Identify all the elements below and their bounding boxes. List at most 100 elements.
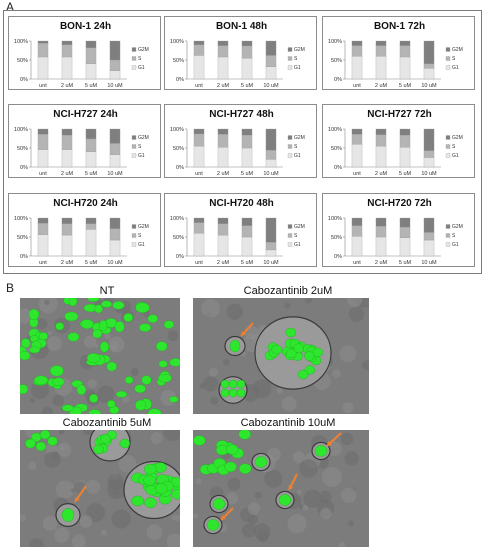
texture: [203, 376, 219, 392]
bar-segment-g2m: [351, 40, 363, 46]
x-tick-label: unt: [39, 171, 47, 177]
nucleus: [68, 298, 78, 307]
chart-4-svg: NCI-H727 24h 0% 50% 100% unt 2 uM 5 uM 10 uM G2M…: [14, 109, 149, 177]
nucleus: [156, 341, 168, 352]
legend-label-g1: G1: [138, 65, 145, 71]
texture: [332, 369, 341, 378]
chart-3-svg: BON-1 72h 0% 50% 100% unt 2 uM 5 uM 10 uM G2M S G1: [328, 21, 463, 89]
nucleus: [135, 302, 150, 313]
bar-segment-s: [37, 134, 49, 150]
y-tick-label: 0%: [20, 254, 28, 260]
bar-segment-g2m: [109, 128, 121, 144]
bar-segment-s: [375, 226, 387, 238]
bar-segment-g1: [423, 239, 435, 257]
nucleus: [304, 351, 315, 361]
panel-a-label: A: [6, 0, 15, 14]
nucleus: [220, 379, 230, 389]
nucleus: [236, 388, 246, 398]
chart-8: NCI-H720 48h 0% 50% 100% unt 2 uM 5 uM 10 uM G2M…: [164, 193, 317, 267]
legend-swatch-s: [131, 56, 137, 61]
legend-swatch-g2m: [287, 224, 293, 229]
bar-segment-g2m: [217, 217, 229, 224]
bar-segment-s: [217, 223, 229, 236]
bar-segment-g1: [265, 66, 277, 80]
nucleus: [98, 320, 108, 332]
y-tick-label: 50%: [17, 58, 28, 64]
texture: [281, 396, 297, 412]
x-tick-label: unt: [353, 171, 361, 177]
nucleus: [100, 434, 111, 444]
bar-segment-s: [351, 134, 363, 145]
y-tick-label: 0%: [20, 165, 28, 171]
x-tick-label: 10 uM: [107, 83, 123, 89]
bar-segment-g2m: [37, 128, 49, 135]
texture: [241, 523, 256, 538]
x-tick-label: 10 uM: [263, 171, 279, 177]
arrow-head: [241, 331, 246, 336]
texture: [55, 480, 75, 499]
bar-segment-s: [85, 223, 97, 230]
legend-swatch-g2m: [445, 47, 451, 52]
micrograph-title-2um: Cabozantinib 2uM: [243, 285, 333, 297]
legend-swatch-g1: [287, 65, 293, 70]
bar-segment-g1: [399, 147, 411, 168]
bar-segment-g1: [375, 145, 387, 168]
texture: [100, 529, 107, 536]
nucleus: [35, 441, 47, 452]
bar-segment-g1: [241, 147, 253, 168]
y-tick-label: 50%: [331, 146, 342, 152]
bar-segment-g1: [241, 57, 253, 80]
texture: [226, 492, 239, 505]
bar-segment-g1: [241, 236, 253, 257]
nucleus: [134, 384, 146, 394]
texture: [209, 367, 219, 377]
x-tick-label: 10 uM: [421, 83, 437, 89]
texture: [320, 507, 332, 520]
legend-swatch-g1: [131, 153, 137, 158]
nucleus: [55, 322, 65, 331]
nucleus: [171, 489, 180, 500]
bar-segment-g2m: [241, 217, 253, 226]
nucleus: [131, 495, 144, 507]
y-tick-label: 0%: [176, 254, 184, 260]
legend-swatch-g2m: [131, 224, 137, 229]
nucleus: [124, 376, 134, 384]
nucleus: [61, 404, 74, 412]
texture: [361, 360, 369, 371]
chart-9: NCI-H720 72h 0% 50% 100% unt 2 uM 5 uM 10 uM G2M…: [322, 193, 475, 267]
legend-swatch-g2m: [287, 135, 293, 140]
texture: [108, 336, 125, 353]
micrograph-5um: [20, 430, 180, 547]
bar-segment-g2m: [193, 128, 205, 135]
legend-label-g1: G1: [138, 153, 145, 159]
bar-segment-s: [193, 133, 205, 147]
bar-segment-g2m: [85, 40, 97, 48]
y-tick-label: 100%: [14, 39, 28, 45]
bar-segment-g1: [37, 234, 49, 257]
nucleus: [226, 444, 239, 455]
texture: [253, 523, 271, 540]
chart-1-svg: BON-1 24h 0% 50% 100% unt 2 uM 5 uM 10 uM G2M S G1: [14, 21, 149, 89]
nucleus: [114, 321, 125, 333]
chart-5: NCI-H727 48h 0% 50% 100% unt 2 uM 5 uM 10 uM G2M…: [164, 104, 317, 178]
nucleus: [238, 430, 251, 440]
nucleus: [278, 494, 292, 506]
nucleus: [238, 463, 252, 474]
chart-8-svg: NCI-H720 48h 0% 50% 100% unt 2 uM 5 uM 10 uM G2M…: [170, 198, 305, 266]
chart-7-svg: NCI-H720 24h 0% 50% 100% unt 2 uM 5 uM 10 uM G2M…: [14, 198, 149, 266]
bar-segment-g2m: [61, 217, 73, 224]
chart-4: NCI-H727 24h 0% 50% 100% unt 2 uM 5 uM 10 uM G2M…: [8, 104, 161, 178]
texture: [38, 298, 58, 314]
y-tick-label: 0%: [334, 165, 342, 171]
legend-label-s: S: [138, 144, 142, 150]
nucleus: [87, 298, 100, 302]
bar-segment-s: [85, 138, 97, 152]
nucleus: [312, 347, 323, 358]
texture: [338, 541, 346, 547]
legend-label-g2m: G2M: [138, 224, 149, 230]
nucleus: [293, 343, 304, 353]
legend-swatch-g1: [445, 242, 451, 247]
texture: [226, 303, 243, 321]
micrograph-10um: [193, 430, 369, 547]
micrograph-nt: [20, 298, 180, 414]
